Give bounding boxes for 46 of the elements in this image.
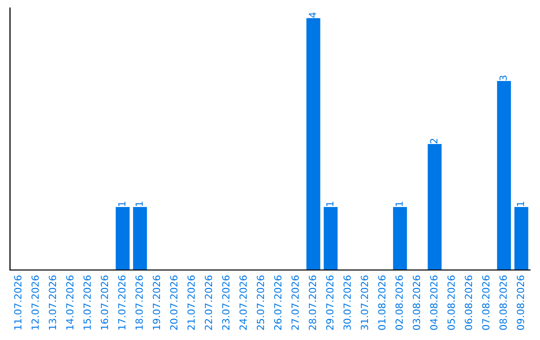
data-label: 4	[308, 12, 316, 18]
x-tick-label: 19.07.2026	[152, 275, 160, 330]
x-tick-label: 23.07.2026	[222, 275, 230, 330]
x-tick-label: 25.07.2026	[256, 275, 264, 330]
data-label: 2	[430, 138, 438, 144]
x-tick-label: 28.07.2026	[308, 275, 316, 330]
x-tick-label: 02.08.2026	[395, 275, 403, 330]
x-tick-label: 11.07.2026	[14, 275, 22, 330]
x-tick-label: 20.07.2026	[170, 275, 178, 330]
data-label: 3	[499, 76, 507, 80]
x-tick-label: 24.07.2026	[239, 275, 247, 330]
x-tick-label: 07.08.2026	[482, 275, 490, 330]
data-label: 1	[326, 202, 334, 206]
bar	[428, 144, 442, 270]
x-tick-label: 27.07.2026	[291, 275, 299, 330]
x-tick-label: 01.08.2026	[378, 275, 386, 330]
x-tick-label: 03.08.2026	[412, 275, 420, 330]
x-tick-label: 14.07.2026	[66, 275, 74, 330]
x-tick-label: 06.08.2026	[464, 275, 472, 330]
x-tick-label: 18.07.2026	[135, 275, 143, 330]
bar	[393, 207, 407, 270]
x-tick-label: 22.07.2026	[204, 275, 212, 330]
x-tick-label: 31.07.2026	[360, 275, 368, 330]
bar	[324, 207, 338, 270]
x-tick-label: 04.08.2026	[430, 275, 438, 330]
x-tick-label: 30.07.2026	[343, 275, 351, 330]
x-tick-label: 15.07.2026	[83, 275, 91, 330]
bar	[116, 207, 130, 270]
data-label: 1	[516, 202, 524, 206]
x-tick-label: 13.07.2026	[48, 275, 56, 330]
x-tick-label: 29.07.2026	[326, 275, 334, 330]
bar	[497, 81, 511, 270]
data-label: 1	[136, 202, 143, 206]
x-tick-label: 16.07.2026	[100, 275, 108, 330]
bar	[133, 207, 147, 270]
bar	[306, 18, 320, 270]
data-label: 1	[396, 202, 403, 206]
x-tick-label: 21.07.2026	[187, 275, 195, 330]
bar	[514, 207, 528, 270]
data-label: 1	[118, 202, 126, 206]
x-tick-label: 26.07.2026	[274, 275, 282, 330]
x-tick-label: 05.08.2026	[447, 275, 455, 330]
x-tick-label: 09.08.2026	[516, 275, 524, 330]
x-tick-label: 12.07.2026	[31, 275, 39, 330]
x-tick-label: 17.07.2026	[118, 275, 126, 330]
x-tick-label: 08.08.2026	[499, 275, 507, 330]
